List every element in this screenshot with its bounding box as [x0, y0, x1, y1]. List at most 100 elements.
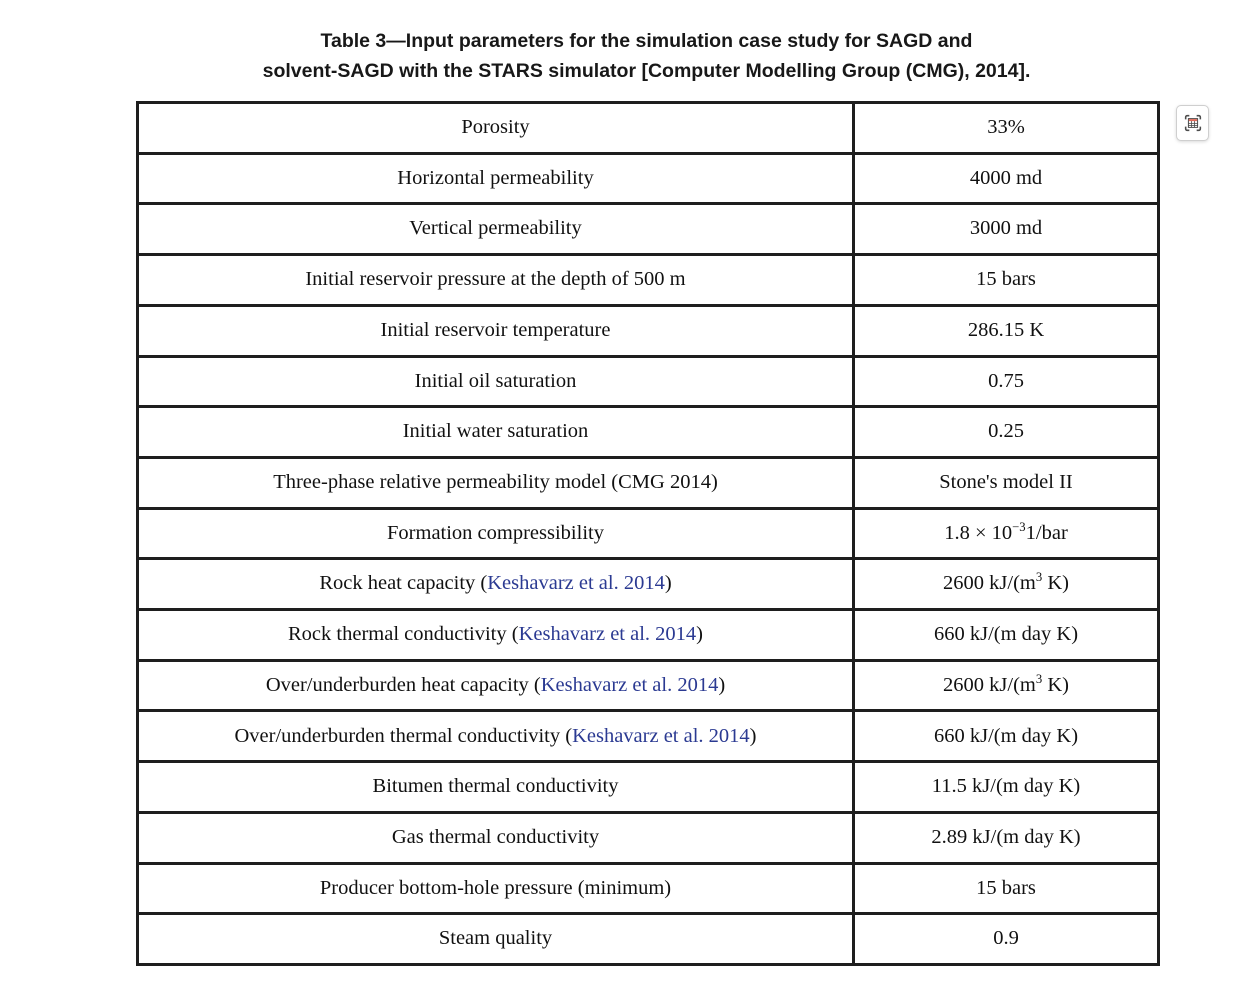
parameter-cell: Porosity [136, 101, 855, 155]
cell-text: Three-phase relative permeability model … [273, 470, 718, 493]
table-row: Three-phase relative permeability model … [136, 455, 1160, 510]
cell-text: ) [718, 673, 726, 696]
table-row: Rock thermal conductivity (Keshavarz et … [136, 608, 1160, 662]
cell-text: Horizontal permeability [397, 166, 594, 189]
value-cell: 33% [852, 101, 1160, 155]
citation-link[interactable]: Keshavarz et al. 2014 [518, 623, 697, 646]
cell-text: 660 kJ/(m day K) [933, 724, 1079, 747]
table-row: Porosity 33% [136, 101, 1160, 155]
table-row: Initial water saturation 0.25 [136, 405, 1160, 459]
parameter-cell: Gas thermal conductivity [136, 810, 855, 865]
parameter-cell: Formation compressibility [136, 506, 855, 561]
table-row: Formation compressibility 1.8 × 10−31/bar [136, 506, 1160, 561]
cell-text: 0.25 [988, 420, 1024, 443]
cell-text: Over/underburden thermal conductivity ( [234, 724, 573, 747]
cell-text: Over/underburden heat capacity ( [265, 673, 541, 696]
cell-text: Rock thermal conductivity ( [288, 623, 519, 646]
table-row: Initial oil saturation 0.75 [136, 354, 1160, 409]
cell-text: Initial reservoir temperature [380, 318, 611, 341]
table-row: Producer bottom-hole pressure (minimum) 1… [136, 861, 1160, 916]
table-row: Gas thermal conductivity 2.89 kJ/(m day K… [136, 810, 1160, 865]
cell-text: Gas thermal conductivity [391, 825, 600, 848]
value-cell: 0.75 [852, 354, 1160, 409]
parameter-cell: Vertical permeability [136, 202, 855, 257]
citation-link[interactable]: Keshavarz et al. 2014 [487, 572, 665, 595]
cell-text: Rock heat capacity ( [319, 572, 488, 595]
table-row: Initial reservoir pressure at the depth … [136, 253, 1160, 307]
parameter-cell: Over/underburden heat capacity (Keshavar… [136, 658, 855, 713]
cell-text: 286.15 K [967, 318, 1045, 341]
cell-text: Porosity [461, 116, 530, 139]
cell-text: Stone's model II [939, 470, 1073, 493]
cell-text: 33% [987, 116, 1025, 139]
parameter-cell: Horizontal permeability [136, 151, 855, 206]
table-row: Steam quality 0.9 [136, 912, 1160, 966]
table-caption: Table 3—Input parameters for the simulat… [136, 26, 1157, 86]
cell-text: K) [1042, 673, 1069, 696]
table-row: Rock heat capacity (Keshavarz et al. 201… [136, 557, 1160, 612]
cell-text: 1.8 × 10 [944, 521, 1013, 544]
cell-text: 11.5 kJ/(m day K) [931, 775, 1081, 798]
cell-text: ) [749, 724, 757, 747]
expand-table-button[interactable] [1176, 105, 1209, 141]
cell-text: Bitumen thermal conductivity [372, 775, 619, 798]
parameter-cell: Initial reservoir temperature [136, 303, 855, 358]
cell-text: Initial oil saturation [414, 369, 577, 392]
table-row: Vertical permeability 3000 md [136, 202, 1160, 257]
parameter-cell: Rock heat capacity (Keshavarz et al. 201… [136, 557, 855, 612]
parameter-cell: Three-phase relative permeability model … [136, 455, 855, 510]
cell-text: 4000 md [969, 166, 1043, 189]
parameter-cell: Steam quality [136, 912, 855, 966]
value-cell: 3000 md [852, 202, 1160, 257]
cell-text: Initial reservoir pressure at the depth … [305, 268, 686, 291]
citation-link[interactable]: Keshavarz et al. 2014 [540, 673, 719, 696]
cell-text: Producer bottom-hole pressure (minimum) [319, 876, 672, 899]
cell-text: 1/bar [1025, 521, 1068, 544]
superscript: 3 [1035, 570, 1043, 585]
value-cell: Stone's model II [852, 455, 1160, 510]
value-cell: 15 bars [852, 861, 1160, 916]
value-cell: 4000 md [852, 151, 1160, 206]
superscript: 3 [1035, 671, 1043, 686]
superscript: −3 [1012, 519, 1026, 534]
cell-text: Steam quality [438, 927, 553, 950]
value-cell: 660 kJ/(m day K) [852, 608, 1160, 662]
parameter-cell: Initial oil saturation [136, 354, 855, 409]
value-cell: 2600 kJ/(m3 K) [852, 658, 1160, 713]
parameter-cell: Initial water saturation [136, 405, 855, 459]
value-cell: 0.9 [852, 912, 1160, 966]
value-cell: 0.25 [852, 405, 1160, 459]
value-cell: 1.8 × 10−31/bar [852, 506, 1160, 561]
cell-text: 660 kJ/(m day K) [933, 623, 1079, 646]
parameter-cell: Producer bottom-hole pressure (minimum) [136, 861, 855, 916]
cell-text: Initial water saturation [402, 420, 589, 443]
cell-text: Formation compressibility [387, 521, 604, 544]
cell-text: 2600 kJ/(m [943, 572, 1036, 595]
table-row: Horizontal permeability 4000 md [136, 151, 1160, 206]
value-cell: 660 kJ/(m day K) [852, 709, 1160, 764]
value-cell: 11.5 kJ/(m day K) [852, 760, 1160, 814]
cell-text: 3000 md [969, 217, 1043, 240]
parameter-cell: Bitumen thermal conductivity [136, 760, 855, 814]
parameter-cell: Over/underburden thermal conductivity (K… [136, 709, 855, 764]
value-cell: 2600 kJ/(m3 K) [852, 557, 1160, 612]
citation-link[interactable]: Keshavarz et al. 2014 [572, 724, 750, 747]
cell-text: 0.75 [988, 369, 1024, 392]
table-fullscreen-icon [1184, 114, 1201, 132]
cell-text: 2.89 kJ/(m day K) [931, 825, 1081, 848]
value-cell: 2.89 kJ/(m day K) [852, 810, 1160, 865]
cell-text: 15 bars [976, 876, 1036, 899]
table-row: Initial reservoir temperature 286.15 K [136, 303, 1160, 358]
cell-text: 15 bars [976, 268, 1036, 291]
cell-text: ) [696, 623, 703, 646]
table-caption-line2: solvent-SAGD with the STARS simulator [C… [262, 60, 1031, 82]
parameter-cell: Initial reservoir pressure at the depth … [136, 253, 855, 307]
parameters-table: Porosity 33% Horizontal permeability 4000 m… [136, 101, 1160, 966]
value-cell: 15 bars [852, 253, 1160, 307]
cell-text: Vertical permeability [409, 217, 582, 240]
table-body: Porosity 33% Horizontal permeability 4000 m… [136, 101, 1160, 966]
parameter-cell: Rock thermal conductivity (Keshavarz et … [136, 608, 855, 662]
cell-text: ) [664, 572, 672, 595]
cell-text: 2600 kJ/(m [943, 673, 1036, 696]
table-row: Over/underburden heat capacity (Keshavar… [136, 658, 1160, 713]
